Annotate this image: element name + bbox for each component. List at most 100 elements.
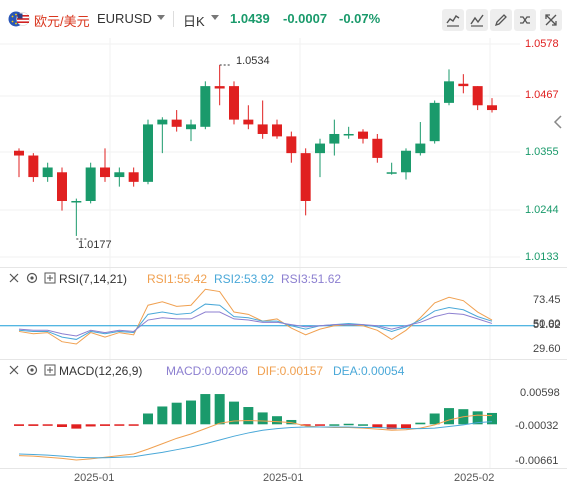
macd-bar: [286, 419, 297, 425]
high-annotation: 1.0534: [236, 55, 270, 67]
macd-name: MACD(12,26,9): [59, 364, 143, 378]
dea-value: DEA:0.00054: [333, 364, 405, 378]
candle-body: [372, 138, 383, 158]
macd-bar: [143, 413, 153, 425]
draw-tool-button[interactable]: [490, 9, 512, 31]
rsi2-line: [18, 303, 493, 340]
candle-body: [415, 143, 426, 154]
candle-body: [329, 133, 340, 144]
toolbar-separator: [173, 11, 174, 27]
macd-bar: [243, 407, 254, 425]
rsi-axis-label: 51.62: [533, 319, 561, 331]
macd-bar: [472, 411, 483, 425]
fullscreen-button[interactable]: [540, 9, 562, 31]
candle-body: [429, 102, 440, 142]
macd-bar: [415, 422, 426, 425]
rsi2-value: RSI2:53.92: [214, 272, 275, 286]
candle-body: [57, 172, 67, 201]
price-axis-label: 1.0578: [525, 38, 559, 50]
macd-bar: [300, 424, 311, 426]
price-axis-label: 1.0355: [525, 146, 559, 158]
dif-value: DIF:0.00157: [257, 364, 324, 378]
low-annotation: 1.0177: [78, 239, 112, 251]
close-icon[interactable]: [8, 364, 20, 376]
pair-dropdown-chevron-icon[interactable]: [157, 15, 165, 20]
candle-body: [315, 143, 325, 154]
pair-code[interactable]: EURUSD: [97, 11, 152, 26]
candle-body: [42, 167, 53, 178]
pair-name-cn[interactable]: 欧元/美元: [34, 14, 90, 29]
macd-bar: [14, 424, 24, 426]
eu-us-flag-icon: [8, 11, 30, 27]
candle-body: [71, 200, 82, 203]
add-indicator-icon[interactable]: [44, 364, 56, 376]
close-icon[interactable]: [8, 272, 20, 284]
macd-bar: [128, 424, 139, 426]
macd-bar: [401, 424, 411, 429]
macd-bar: [272, 416, 282, 425]
candle-body: [128, 172, 139, 182]
current-price: 1.0439: [230, 11, 270, 26]
draw-icon: [494, 14, 507, 27]
candle-body: [458, 83, 469, 87]
compare-button[interactable]: [514, 9, 536, 31]
candle-body: [214, 86, 225, 89]
macd-value: MACD:0.00206: [166, 364, 249, 378]
pane-divider: [0, 359, 567, 360]
macd-header: MACD(12,26,9) MACD:0.00206 DIF:0.00157 D…: [0, 361, 567, 381]
rsi3-line: [18, 311, 493, 337]
candle-body: [157, 119, 168, 125]
macd-bar: [71, 424, 82, 429]
candle-body: [186, 124, 196, 130]
rsi-name: RSI(7,14,21): [59, 272, 128, 286]
macd-bar: [429, 413, 440, 425]
macd-axis-label: -0.00661: [515, 455, 559, 467]
candle-body: [143, 124, 153, 182]
macd-bar: [214, 394, 225, 425]
macd-bar: [114, 424, 125, 426]
macd-bar: [229, 401, 239, 425]
chevron-left-icon[interactable]: [553, 114, 563, 130]
rsi-header: RSI(7,14,21) RSI1:55.42 RSI2:53.92 RSI3:…: [0, 269, 567, 289]
rsi3-value: RSI3:51.62: [281, 272, 342, 286]
rsi-axis-label: 29.60: [533, 343, 561, 355]
macd-bar: [85, 424, 96, 427]
macd-bar: [386, 424, 397, 430]
settings-icon[interactable]: [26, 364, 38, 376]
indicator-button[interactable]: [466, 9, 488, 31]
candle-body: [229, 86, 239, 120]
candle-body: [28, 155, 39, 178]
candle-body: [114, 172, 125, 178]
macd-bar: [28, 424, 39, 426]
date-axis-label: 2025-01: [74, 472, 115, 484]
candle-body: [358, 131, 368, 139]
fullscreen-icon: [545, 14, 557, 26]
add-indicator-icon[interactable]: [44, 272, 56, 284]
macd-bar: [200, 394, 211, 425]
pane-divider: [0, 468, 567, 469]
dif-line: [18, 414, 493, 461]
candle-body: [14, 150, 24, 156]
line-chart-icon: [446, 15, 460, 27]
macd-axis-label: 0.00598: [520, 387, 560, 399]
period-dropdown-chevron-icon[interactable]: [211, 15, 219, 20]
line-chart-button[interactable]: [442, 9, 464, 31]
macd-bar: [171, 402, 182, 425]
rsi-axis-label: 73.45: [533, 294, 561, 306]
candle-body: [200, 86, 211, 127]
macd-bar: [487, 412, 497, 425]
compare-icon: [520, 16, 530, 24]
date-axis-label: 2025-02: [454, 472, 495, 484]
macd-bar: [257, 412, 268, 425]
period-selector[interactable]: 日K: [183, 14, 205, 29]
macd-bar: [329, 424, 340, 426]
settings-icon[interactable]: [26, 272, 38, 284]
rsi-axis-label: 50.00: [533, 318, 561, 330]
macd-bar: [186, 400, 196, 425]
candle-body: [487, 105, 497, 111]
candle-body: [444, 81, 454, 103]
candle-body: [300, 153, 311, 201]
dea-line: [18, 421, 493, 459]
macd-bar: [57, 424, 67, 427]
